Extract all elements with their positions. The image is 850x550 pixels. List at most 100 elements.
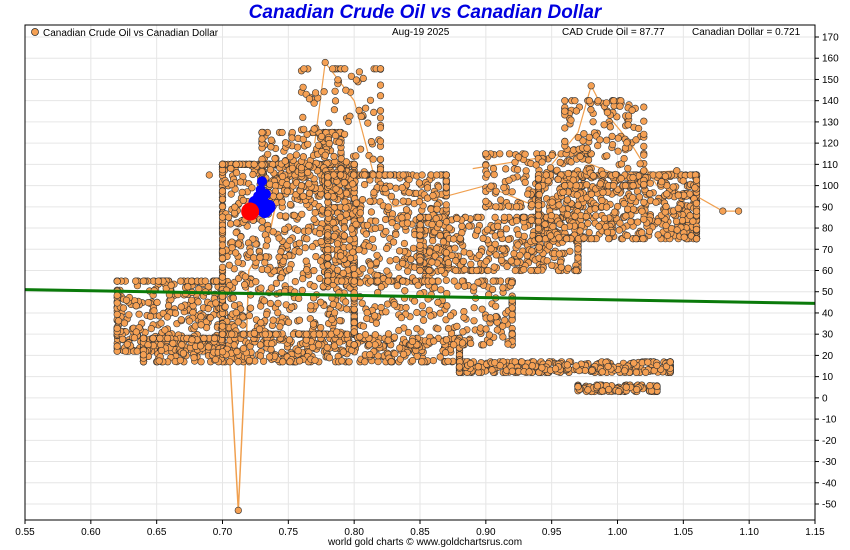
data-point bbox=[627, 218, 635, 226]
data-point bbox=[484, 266, 492, 275]
data-point bbox=[487, 182, 495, 190]
data-point bbox=[250, 160, 258, 168]
data-point bbox=[347, 72, 356, 80]
data-point bbox=[218, 241, 227, 249]
data-point bbox=[361, 181, 369, 189]
data-point bbox=[266, 166, 275, 174]
data-point bbox=[342, 158, 351, 166]
data-point bbox=[169, 339, 177, 348]
data-point bbox=[236, 178, 245, 186]
data-point bbox=[113, 299, 121, 307]
data-point bbox=[430, 337, 438, 345]
x-axis: 0.55 0.60 0.65 0.70 0.75 0.80 0.85 0.90 0.95 1.00… bbox=[15, 520, 825, 538]
data-point bbox=[277, 274, 285, 282]
data-point bbox=[312, 253, 320, 261]
data-point bbox=[285, 336, 294, 344]
data-point bbox=[156, 334, 164, 343]
data-point bbox=[188, 277, 196, 285]
data-point bbox=[197, 321, 205, 329]
data-point bbox=[397, 314, 406, 322]
data-point bbox=[218, 330, 227, 338]
data-point bbox=[418, 171, 426, 179]
data-point bbox=[437, 286, 445, 294]
data-point bbox=[608, 132, 616, 140]
data-point bbox=[505, 150, 514, 158]
data-point bbox=[674, 204, 682, 212]
data-point bbox=[497, 256, 506, 265]
data-point bbox=[405, 189, 413, 197]
data-point bbox=[163, 313, 171, 321]
data-point bbox=[359, 322, 368, 330]
data-point bbox=[321, 58, 329, 67]
data-point bbox=[434, 183, 443, 191]
data-point bbox=[308, 243, 317, 251]
data-point bbox=[310, 282, 318, 291]
data-point bbox=[467, 260, 475, 268]
data-point bbox=[348, 225, 356, 233]
data-point bbox=[535, 235, 543, 243]
data-point bbox=[411, 297, 419, 305]
data-point bbox=[130, 334, 138, 342]
data-point bbox=[429, 357, 438, 365]
y-tick-label: 170 bbox=[822, 33, 839, 44]
data-point bbox=[611, 208, 619, 216]
data-point bbox=[376, 107, 385, 115]
data-point bbox=[442, 316, 450, 324]
data-point bbox=[234, 258, 242, 266]
data-point bbox=[654, 231, 662, 239]
data-point bbox=[520, 266, 528, 274]
data-point bbox=[427, 205, 435, 213]
data-point bbox=[281, 139, 290, 147]
data-point bbox=[505, 235, 513, 243]
data-point bbox=[504, 202, 513, 210]
data-point bbox=[396, 344, 404, 352]
data-point bbox=[320, 88, 328, 96]
data-point bbox=[153, 298, 161, 307]
data-point bbox=[402, 206, 411, 214]
data-point bbox=[239, 330, 248, 338]
data-point bbox=[317, 238, 325, 246]
data-point bbox=[356, 209, 365, 217]
data-point bbox=[513, 258, 521, 266]
data-point bbox=[662, 221, 670, 230]
data-point bbox=[638, 207, 646, 215]
data-point bbox=[600, 121, 608, 129]
data-point bbox=[403, 219, 412, 227]
data-point bbox=[450, 341, 458, 349]
data-point bbox=[250, 329, 258, 338]
data-point bbox=[489, 285, 497, 294]
data-point bbox=[278, 198, 286, 206]
data-point bbox=[398, 184, 406, 192]
data-point bbox=[520, 232, 528, 240]
data-point bbox=[371, 312, 379, 320]
data-point bbox=[345, 243, 353, 251]
data-point bbox=[249, 170, 257, 179]
legend-label: Canadian Crude Oil vs Canadian Dollar bbox=[43, 28, 219, 39]
data-point bbox=[654, 218, 662, 226]
data-point bbox=[269, 192, 278, 200]
data-point bbox=[212, 355, 220, 364]
data-point bbox=[366, 96, 375, 104]
data-point bbox=[383, 244, 391, 253]
data-point bbox=[234, 318, 242, 326]
data-point bbox=[377, 283, 385, 291]
data-point bbox=[492, 187, 500, 195]
data-point bbox=[369, 155, 377, 163]
data-point bbox=[330, 342, 339, 350]
data-point bbox=[490, 263, 498, 271]
data-point bbox=[629, 194, 637, 202]
data-point bbox=[442, 183, 450, 191]
data-point bbox=[582, 212, 590, 221]
data-point bbox=[258, 168, 266, 176]
data-point bbox=[528, 362, 536, 370]
data-point bbox=[234, 240, 243, 248]
data-point bbox=[339, 348, 347, 356]
data-point bbox=[460, 313, 468, 322]
data-point bbox=[362, 230, 370, 238]
data-point bbox=[324, 192, 332, 200]
data-point bbox=[317, 257, 325, 265]
data-point bbox=[413, 308, 421, 317]
data-point bbox=[349, 180, 357, 188]
data-point bbox=[646, 382, 654, 390]
data-point bbox=[206, 314, 214, 322]
